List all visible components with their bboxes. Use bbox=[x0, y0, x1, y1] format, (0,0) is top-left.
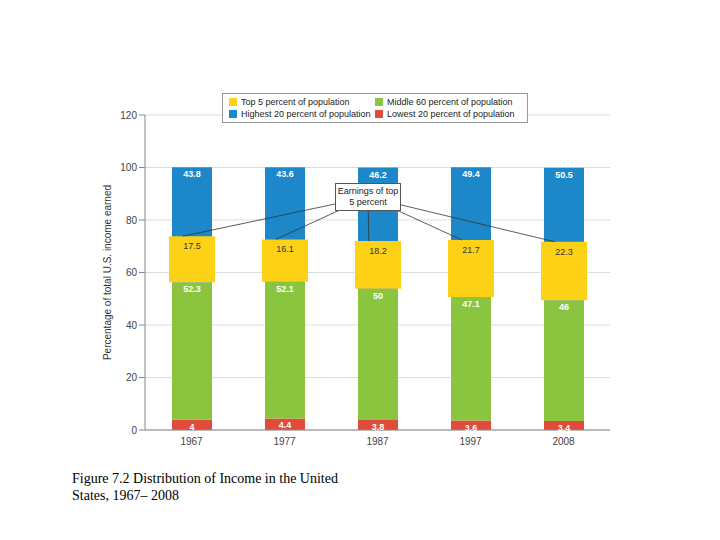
html-text:Top 5 percent of population: Top 5 percent of population bbox=[241, 97, 350, 107]
svg-text:47.1: 47.1 bbox=[462, 299, 480, 309]
svg-text:1997: 1997 bbox=[459, 436, 482, 447]
svg-text:20: 20 bbox=[126, 372, 138, 383]
svg-text:18.2: 18.2 bbox=[369, 246, 387, 256]
svg-text:4.4: 4.4 bbox=[279, 420, 292, 430]
svg-text:17.5: 17.5 bbox=[183, 241, 201, 251]
svg-text:43.6: 43.6 bbox=[276, 169, 294, 179]
html-text:Middle 60 percent of populatio: Middle 60 percent of population bbox=[387, 97, 513, 107]
svg-text:52.3: 52.3 bbox=[183, 284, 201, 294]
svg-text:52.1: 52.1 bbox=[276, 284, 294, 294]
svg-text:50.5: 50.5 bbox=[555, 170, 573, 180]
svg-text:1977: 1977 bbox=[273, 436, 296, 447]
svg-text:16.1: 16.1 bbox=[276, 244, 294, 254]
svg-text:46: 46 bbox=[559, 302, 569, 312]
svg-text:50: 50 bbox=[373, 291, 383, 301]
svg-text:22.3: 22.3 bbox=[555, 247, 573, 257]
svg-text:3.6: 3.6 bbox=[465, 423, 478, 433]
html-text:Highest 20 percent of populati: Highest 20 percent of population bbox=[241, 109, 371, 119]
svg-text:100: 100 bbox=[120, 162, 137, 173]
svg-text:43.8: 43.8 bbox=[183, 169, 201, 179]
svg-text:49.4: 49.4 bbox=[462, 169, 480, 179]
svg-text:21.7: 21.7 bbox=[462, 245, 480, 255]
svg-text:2008: 2008 bbox=[552, 436, 575, 447]
svg-text:1967: 1967 bbox=[180, 436, 203, 447]
svg-text:120: 120 bbox=[120, 110, 137, 121]
svg-text:46.2: 46.2 bbox=[369, 170, 387, 180]
svg-text:40: 40 bbox=[126, 320, 138, 331]
html-text:Figure 7.2 Distribution of Inc: Figure 7.2 Distribution of Income in the… bbox=[72, 471, 338, 503]
svg-text:4: 4 bbox=[189, 422, 194, 432]
svg-text:1987: 1987 bbox=[366, 436, 389, 447]
svg-text:60: 60 bbox=[126, 267, 138, 278]
svg-text:3.4: 3.4 bbox=[558, 423, 571, 433]
svg-text:0: 0 bbox=[131, 425, 137, 436]
svg-text:Percentage of total U.S. incom: Percentage of total U.S. income earned bbox=[102, 185, 113, 360]
svg-text:3.8: 3.8 bbox=[372, 422, 385, 432]
html-text:Lowest 20 percent of populatio: Lowest 20 percent of population bbox=[387, 109, 515, 119]
svg-text:80: 80 bbox=[126, 215, 138, 226]
html-text:Earnings of top 5 percent: Earnings of top 5 percent bbox=[337, 186, 399, 207]
